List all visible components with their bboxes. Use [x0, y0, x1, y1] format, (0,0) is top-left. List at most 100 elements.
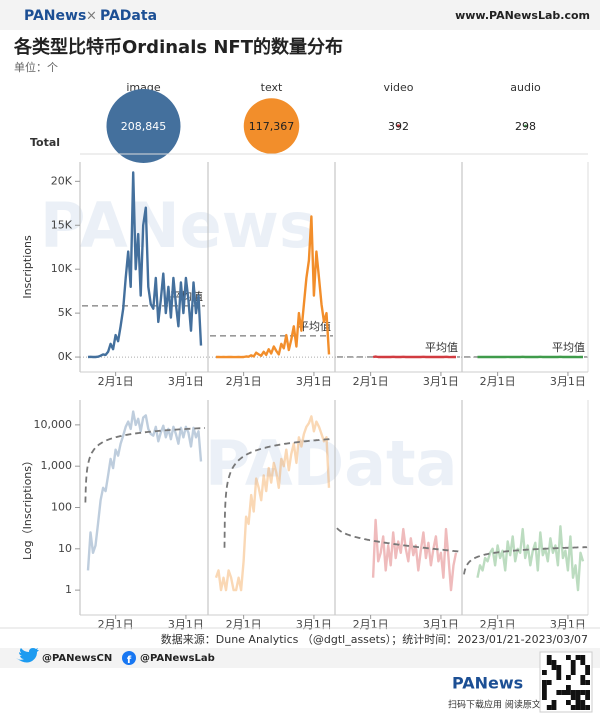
- x-tick-label: 3月1日: [168, 618, 204, 631]
- facebook-icon: [122, 651, 136, 665]
- qr-cell: [542, 670, 547, 675]
- qr-cell: [551, 665, 557, 670]
- qr-cell: [542, 680, 547, 685]
- qr-cell: [580, 680, 586, 685]
- facebook-glyph: f: [127, 655, 132, 666]
- qr-cell: [551, 700, 557, 705]
- logo-sep: ×: [86, 9, 97, 24]
- qr-cell: [585, 670, 590, 675]
- watermark: PAData: [205, 427, 458, 500]
- facebook-handle: @PANewsLab: [140, 653, 215, 664]
- series-line: [216, 215, 331, 359]
- total-bubble: [106, 89, 181, 163]
- qr-cell: [551, 660, 557, 665]
- qr-cell: [575, 700, 581, 705]
- y-tick-label: 100: [51, 501, 72, 514]
- qr-cell: [580, 655, 586, 660]
- title: 各类型比特币Ordinals NFT的数量分布: [13, 36, 343, 58]
- row-label: Total: [30, 136, 60, 149]
- header-bar: [0, 0, 600, 30]
- qr-cell: [546, 655, 552, 660]
- y-tick-label: 10: [58, 542, 72, 555]
- y-tick-label: 10,000: [34, 418, 73, 431]
- x-tick-label: 3月1日: [296, 618, 332, 631]
- total-bubble: [396, 124, 401, 128]
- qr-cell: [566, 685, 571, 690]
- qr-code: [539, 651, 593, 713]
- qr-cell: [585, 695, 590, 700]
- x-tick-label: 2月1日: [480, 618, 516, 631]
- qr-cell: [556, 675, 562, 680]
- y-tick-label: 15K: [51, 218, 73, 231]
- twitter-icon: [16, 648, 39, 663]
- qr-cell: [585, 680, 590, 685]
- y-tick-label: 5K: [58, 306, 73, 319]
- x-tick-label: 2月1日: [98, 375, 134, 388]
- x-tick-label: 3月1日: [550, 618, 586, 631]
- qr-cell: [542, 695, 547, 700]
- qr-cell: [580, 705, 586, 710]
- source: 数据来源：Dune Analytics （@dgtl_assets）；统计时间：…: [161, 632, 588, 646]
- qr-cell: [566, 700, 571, 705]
- average-label: 平均值: [298, 320, 331, 333]
- total-label: 208,845: [121, 120, 167, 133]
- qr-cell: [575, 690, 581, 695]
- qr-cell: [556, 665, 562, 670]
- x-tick-label: 2月1日: [226, 375, 262, 388]
- column-header: text: [261, 81, 283, 94]
- total-label: 392: [388, 120, 409, 133]
- x-tick-label: 2月1日: [353, 375, 389, 388]
- average-label: 平均值: [552, 341, 585, 354]
- qr-cell: [570, 660, 576, 665]
- qr-cell: [580, 660, 586, 665]
- total-label: 117,367: [249, 120, 295, 133]
- watermark: PANews: [40, 189, 316, 262]
- trend-line: [223, 438, 333, 548]
- x-tick-label: 2月1日: [226, 618, 262, 631]
- column-header: video: [383, 81, 413, 94]
- series-line: [476, 525, 585, 592]
- qr-cell: [570, 690, 576, 695]
- qr-cell: [556, 670, 562, 675]
- trend-line: [463, 546, 588, 575]
- y-tick-label: 0K: [58, 350, 73, 363]
- qr-cell: [585, 705, 590, 710]
- plots: Totalimage208,845text117,367video392audi…: [21, 81, 589, 631]
- trend-line: [336, 527, 460, 553]
- x-tick-label: 3月1日: [550, 375, 586, 388]
- site-url: www.PANewsLab.com: [455, 9, 590, 22]
- qr-cell: [580, 690, 586, 695]
- series-line: [86, 410, 203, 571]
- qr-cell: [542, 685, 547, 690]
- total-label: 298: [515, 120, 536, 133]
- subtitle: 单位：个: [14, 60, 58, 74]
- qr-cell: [580, 700, 586, 705]
- qr-cell: [570, 665, 576, 670]
- series-line: [371, 518, 458, 592]
- y-tick-label: 1: [65, 583, 72, 596]
- series-line: [372, 355, 456, 359]
- series-line: [87, 171, 203, 359]
- qr-cell: [546, 660, 552, 665]
- qr-caption: 扫码下载应用 阅读原文: [448, 699, 541, 711]
- x-tick-label: 3月1日: [423, 375, 459, 388]
- total-bubble: [243, 98, 300, 154]
- series-line: [214, 415, 331, 592]
- y-tick-label: 1,000: [41, 459, 73, 472]
- x-tick-label: 2月1日: [98, 618, 134, 631]
- qr-cell: [575, 695, 581, 700]
- qr-cell: [570, 695, 576, 700]
- x-tick-label: 2月1日: [353, 618, 389, 631]
- brand: PANews: [452, 674, 523, 693]
- y-axis-title: Log（Inscriptions）: [21, 455, 34, 560]
- qr-cell: [561, 690, 566, 695]
- qr-cell: [556, 690, 562, 695]
- y-tick-label: 10K: [51, 262, 73, 275]
- qr-cell: [566, 690, 571, 695]
- y-tick-label: 20K: [51, 174, 73, 187]
- x-tick-label: 3月1日: [296, 375, 332, 388]
- qr-cell: [570, 705, 576, 710]
- x-tick-label: 2月1日: [480, 375, 516, 388]
- logo-left: PANews: [24, 8, 86, 24]
